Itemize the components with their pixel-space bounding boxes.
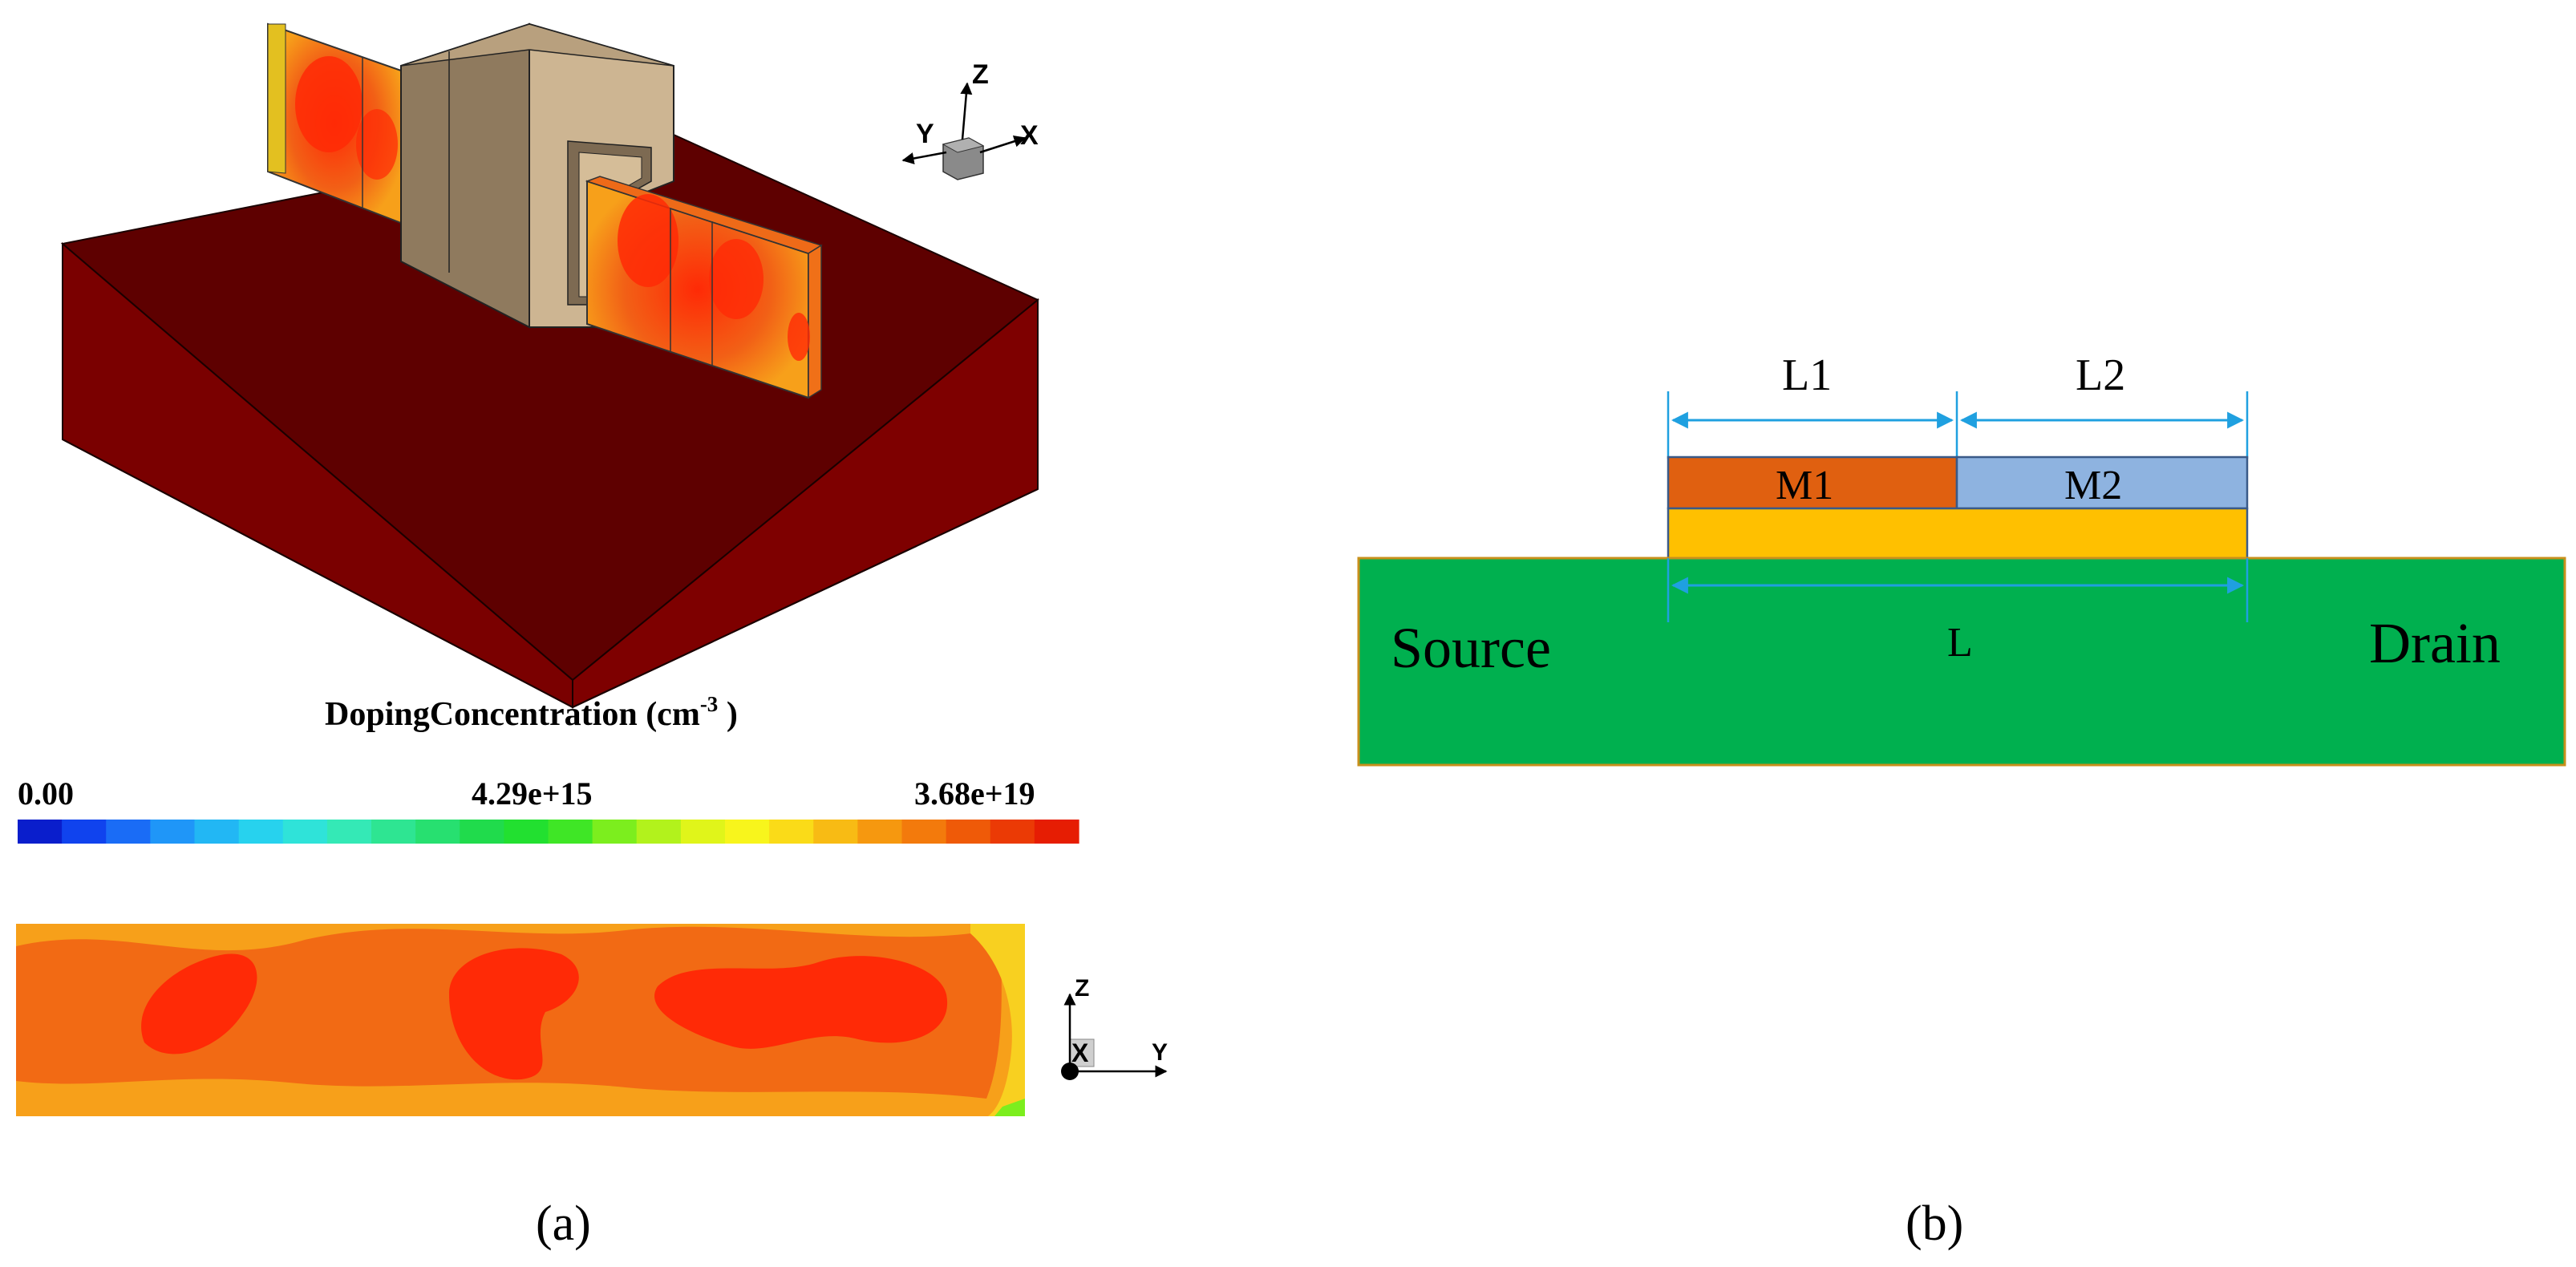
panel-b-label: (b) bbox=[1906, 1196, 1963, 1251]
colorbar-segment bbox=[504, 820, 549, 844]
colorbar-segment bbox=[371, 820, 416, 844]
colorbar-segment bbox=[460, 820, 504, 844]
dim-l-label: L bbox=[1947, 620, 1973, 666]
dim-l2-label: L2 bbox=[2076, 350, 2125, 400]
gate-m1-label: M1 bbox=[1776, 463, 1833, 508]
colorbar-min-label: 0.00 bbox=[18, 775, 74, 812]
axis-z-label-bottom: Z bbox=[1075, 975, 1089, 1002]
axis-z-label-top: Z bbox=[972, 59, 989, 90]
colorbar-segment bbox=[106, 820, 151, 844]
colorbar-segment bbox=[857, 820, 903, 844]
colorbar-title: DopingConcentration (cm-3 ) bbox=[325, 692, 738, 733]
colorbar-segment bbox=[990, 820, 1035, 844]
colorbar-segment bbox=[901, 820, 947, 844]
colorbar-segment bbox=[62, 820, 107, 844]
axis-triad-bottom: Z X Y bbox=[1061, 975, 1168, 1080]
gate-m1 bbox=[1667, 455, 1958, 510]
colorbar-segment bbox=[194, 820, 240, 844]
colorbar-segment bbox=[238, 820, 284, 844]
source-label: Source bbox=[1391, 616, 1551, 680]
colorbar-segment bbox=[813, 820, 858, 844]
colorbar-segment bbox=[680, 820, 726, 844]
colorbar-strip bbox=[18, 820, 1079, 844]
colorbar-segment bbox=[946, 820, 991, 844]
gate-oxide bbox=[1667, 507, 2249, 560]
axis-y-label-bottom: Y bbox=[1152, 1039, 1168, 1066]
doping-contour-2d bbox=[16, 924, 1025, 1116]
colorbar-max-label: 3.68e+19 bbox=[914, 775, 1035, 812]
colorbar-segment bbox=[326, 820, 372, 844]
colorbar-segment bbox=[282, 820, 328, 844]
colorbar-segment bbox=[548, 820, 593, 844]
colorbar-mid-label: 4.29e+15 bbox=[472, 775, 593, 812]
axis-y-label-top: Y bbox=[916, 119, 934, 149]
drain-label: Drain bbox=[2369, 611, 2501, 675]
colorbar-segment bbox=[725, 820, 770, 844]
axis-x-label-top: X bbox=[1020, 120, 1039, 151]
panel-a-label: (a) bbox=[536, 1196, 591, 1251]
colorbar-segment bbox=[636, 820, 682, 844]
colorbar-segment bbox=[1034, 820, 1079, 844]
axis-triad-top: Z Y X bbox=[901, 59, 1039, 180]
panel-b-schematic: L1 L2 M1 M2 L Source Drain bbox=[1357, 350, 2566, 767]
axis-x-label-bottom: X bbox=[1071, 1038, 1089, 1067]
colorbar-segment bbox=[592, 820, 638, 844]
fin-front bbox=[585, 176, 823, 399]
colorbar-segment bbox=[769, 820, 814, 844]
colorbar-segment bbox=[150, 820, 196, 844]
gate-m2-label: M2 bbox=[2064, 463, 2122, 508]
fin-back bbox=[267, 22, 402, 225]
colorbar-segment bbox=[415, 820, 460, 844]
colorbar-segment bbox=[18, 820, 63, 844]
gate-m2 bbox=[1955, 455, 2249, 510]
panel-a-3d-device: Z Y X bbox=[60, 22, 1039, 709]
dim-l1-label: L1 bbox=[1782, 350, 1832, 400]
